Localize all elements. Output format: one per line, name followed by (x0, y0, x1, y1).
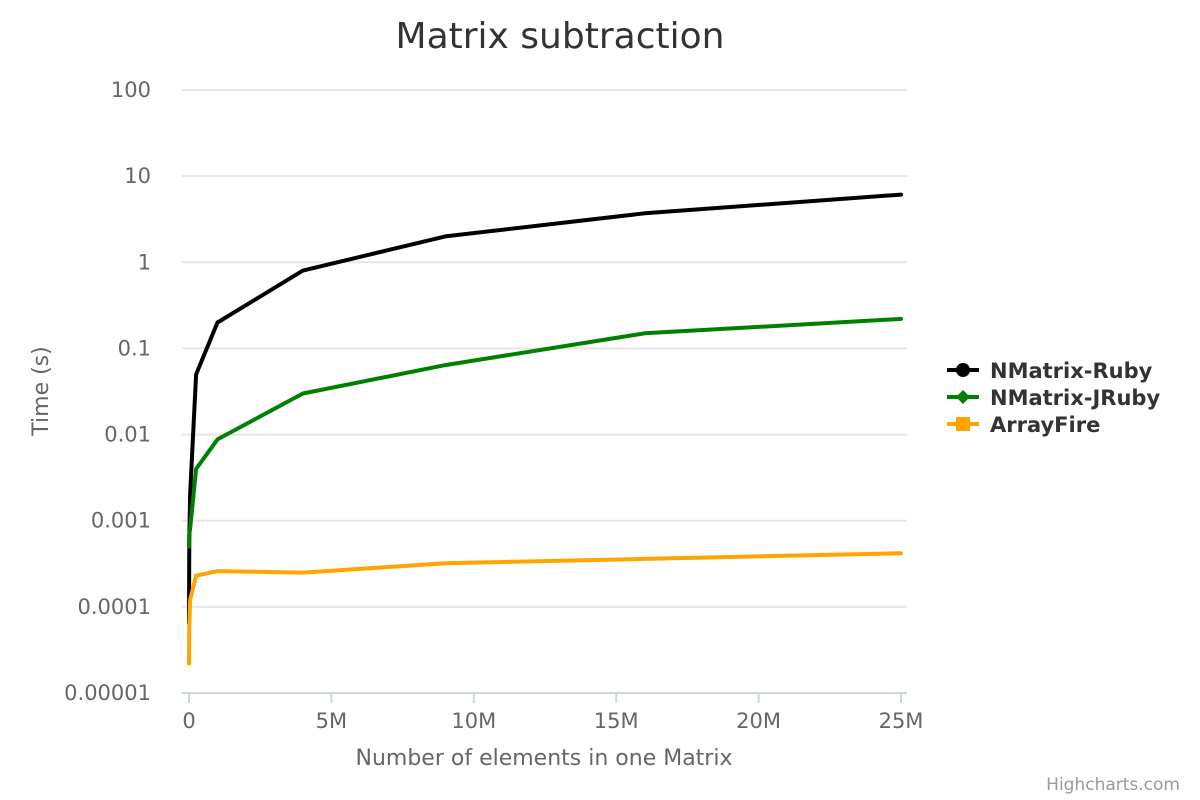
x-tick-label: 15M (594, 709, 639, 733)
x-tick-label: 5M (316, 709, 347, 733)
grid-lines (182, 89, 907, 608)
x-tick-label: 25M (879, 709, 924, 733)
chart-title: Matrix subtraction (396, 16, 725, 57)
x-tick-label: 10M (451, 709, 496, 733)
y-tick-label: 1 (138, 250, 151, 274)
legend: NMatrix-Ruby NMatrix-JRuby ArrayFire (947, 359, 1160, 437)
y-tick-label: 0.001 (91, 509, 151, 533)
series-line[interactable] (187, 192, 903, 625)
x-axis: 0 5M 10M 15M 20M 25M (182, 692, 924, 733)
series-nmatrix-ruby[interactable] (187, 192, 903, 625)
series-line[interactable] (187, 551, 903, 666)
x-tick-label: 20M (736, 709, 781, 733)
legend-item[interactable]: ArrayFire (947, 413, 1100, 437)
legend-item[interactable]: NMatrix-JRuby (947, 386, 1160, 410)
y-tick-label: 0.00001 (64, 681, 151, 705)
legend-label: ArrayFire (990, 413, 1100, 437)
legend-circle-marker (956, 363, 970, 377)
series-nmatrix-jruby[interactable] (187, 316, 903, 549)
credits-label[interactable]: Highcharts.com (1046, 775, 1180, 795)
y-tick-label: 0.0001 (78, 595, 151, 619)
y-tick-label: 100 (111, 78, 151, 102)
legend-diamond-marker (956, 390, 970, 404)
series-line[interactable] (187, 316, 903, 549)
x-tick-label: 0 (182, 709, 195, 733)
legend-label: NMatrix-JRuby (990, 386, 1160, 410)
series-lines (187, 192, 903, 666)
y-axis: 100 10 1 0.1 0.01 0.001 0.0001 0.00001 (64, 78, 151, 705)
legend-label: NMatrix-Ruby (990, 359, 1153, 383)
y-axis-title: Time (s) (29, 346, 54, 436)
legend-square-marker (956, 417, 970, 431)
y-tick-label: 10 (124, 164, 151, 188)
legend-item[interactable]: NMatrix-Ruby (947, 359, 1153, 383)
series-arrayfire[interactable] (187, 551, 903, 666)
y-tick-label: 0.01 (104, 423, 151, 447)
y-tick-label: 0.1 (118, 336, 151, 360)
x-axis-title: Number of elements in one Matrix (356, 746, 733, 771)
